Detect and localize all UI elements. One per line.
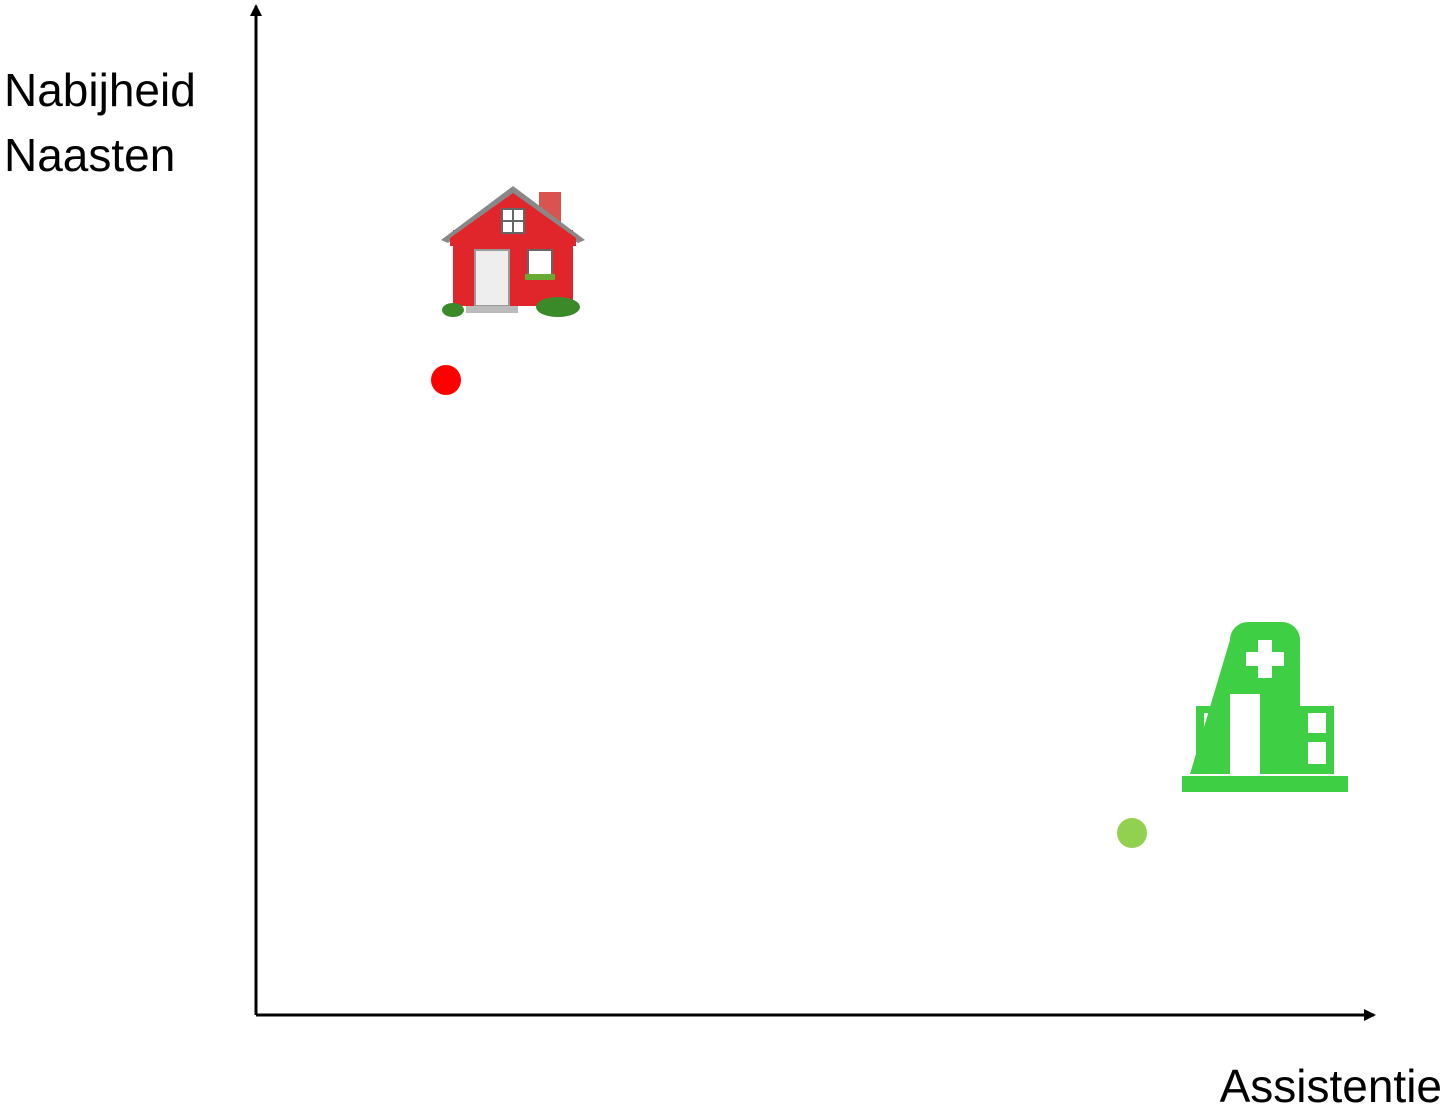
house-icon [441, 186, 585, 317]
y-axis-label: Naasten [4, 129, 175, 181]
hospital-point [1117, 818, 1147, 848]
y-axis-label: Nabijheid [4, 64, 196, 116]
home-point [431, 365, 461, 395]
x-axis-label: Assistentie [1220, 1060, 1442, 1106]
hospital-icon [1182, 622, 1348, 792]
